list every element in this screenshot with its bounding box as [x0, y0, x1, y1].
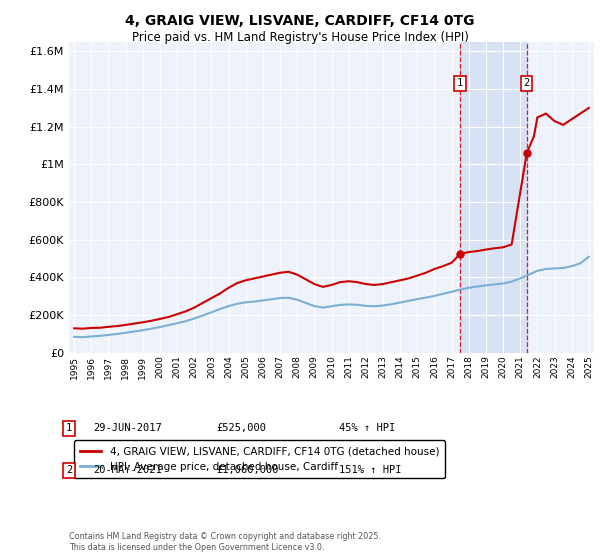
Text: 1: 1 [457, 78, 463, 88]
Text: £1,060,000: £1,060,000 [216, 465, 278, 475]
Text: Contains HM Land Registry data © Crown copyright and database right 2025.
This d: Contains HM Land Registry data © Crown c… [69, 532, 381, 552]
Bar [460, 42, 527, 353]
Text: 4, GRAIG VIEW, LISVANE, CARDIFF, CF14 0TG: 4, GRAIG VIEW, LISVANE, CARDIFF, CF14 0T… [125, 14, 475, 28]
Text: 151% ↑ HPI: 151% ↑ HPI [339, 465, 401, 475]
Text: Price paid vs. HM Land Registry's House Price Index (HPI): Price paid vs. HM Land Registry's House … [131, 31, 469, 44]
Text: 1: 1 [66, 423, 72, 433]
Text: 20-MAY-2021: 20-MAY-2021 [93, 465, 162, 475]
Text: 45% ↑ HPI: 45% ↑ HPI [339, 423, 395, 433]
Text: 29-JUN-2017: 29-JUN-2017 [93, 423, 162, 433]
Text: 2: 2 [524, 78, 530, 88]
Legend: 4, GRAIG VIEW, LISVANE, CARDIFF, CF14 0TG (detached house), HPI: Average price, : 4, GRAIG VIEW, LISVANE, CARDIFF, CF14 0T… [74, 440, 445, 478]
Text: £525,000: £525,000 [216, 423, 266, 433]
Text: 2: 2 [66, 465, 72, 475]
